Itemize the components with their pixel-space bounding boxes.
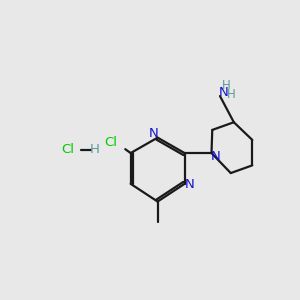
Text: H: H [227, 88, 236, 101]
Text: H: H [222, 79, 230, 92]
Text: Cl: Cl [61, 143, 74, 157]
Text: H: H [89, 143, 99, 157]
Text: Cl: Cl [104, 136, 117, 149]
Text: N: N [149, 127, 159, 140]
Text: N: N [219, 86, 229, 99]
Text: N: N [211, 150, 220, 164]
Text: N: N [184, 178, 194, 191]
